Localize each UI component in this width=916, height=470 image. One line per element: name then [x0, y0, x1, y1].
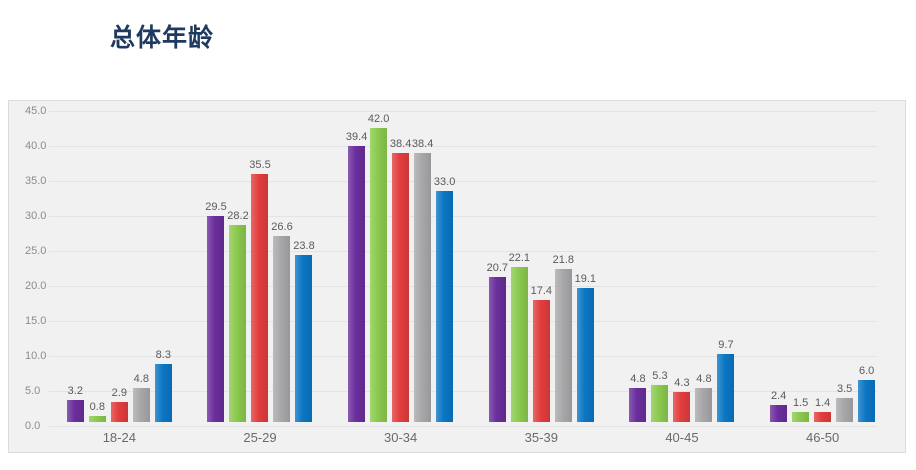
blue-bar[interactable]: 33.0 — [434, 176, 455, 422]
value-label: 33.0 — [433, 176, 456, 188]
y-axis-tick-label: 10.0 — [25, 350, 47, 362]
page-title: 总体年龄 — [110, 24, 215, 52]
blue-bar[interactable]: 6.0 — [858, 365, 876, 422]
green-bar[interactable]: 42.0 — [368, 113, 389, 422]
purple-bar[interactable]: 29.5 — [205, 201, 227, 422]
y-axis-tick-label: 30.0 — [25, 210, 47, 222]
x-axis-category-label: 40-45 — [665, 430, 699, 445]
value-label: 0.8 — [89, 401, 105, 414]
y-axis-tick-label: 0.0 — [25, 420, 41, 432]
value-label: 35.5 — [249, 158, 271, 171]
y-axis-tick-label: 15.0 — [25, 315, 47, 327]
value-label: 38.4 — [389, 138, 412, 151]
value-label: 17.4 — [530, 285, 553, 298]
gray-bar[interactable]: 21.8 — [553, 254, 574, 422]
x-axis-category-label: 35-39 — [524, 430, 558, 445]
value-label: 20.7 — [486, 262, 509, 275]
bar-groups: 3.2 0.8 2.9 4.8 8.3 18-24 29.5 28.2 35.5 26.6 23.8… — [49, 111, 893, 446]
bar-group-40-45: 4.8 5.3 4.3 4.8 9.7 40-45 — [629, 339, 735, 445]
gridline — [49, 146, 877, 147]
purple-bar[interactable]: 2.4 — [770, 390, 788, 422]
value-label: 2.9 — [111, 386, 127, 399]
value-label: 1.5 — [792, 396, 809, 409]
gray-bar[interactable]: 26.6 — [271, 221, 293, 422]
value-label: 42.0 — [367, 113, 390, 125]
value-label: 28.2 — [227, 209, 249, 222]
gridline — [49, 391, 877, 392]
y-axis-tick-label: 20.0 — [25, 280, 47, 292]
y-axis-tick-label: 5.0 — [25, 385, 41, 397]
value-label: 4.8 — [696, 373, 712, 386]
red-bar[interactable]: 4.3 — [673, 377, 691, 422]
value-label: 3.2 — [67, 384, 83, 397]
red-bar[interactable]: 2.9 — [110, 387, 128, 422]
value-label: 26.6 — [271, 220, 293, 233]
gray-bar[interactable]: 38.4 — [412, 138, 433, 422]
value-label: 4.8 — [133, 373, 149, 386]
value-label: 4.8 — [630, 373, 646, 386]
bar-group-46-50: 2.4 1.5 1.4 3.5 6.0 46-50 — [770, 365, 876, 445]
value-label: 29.5 — [205, 200, 227, 213]
blue-bar[interactable]: 19.1 — [575, 273, 596, 422]
value-label: 19.1 — [574, 273, 597, 286]
purple-bar[interactable]: 3.2 — [66, 385, 84, 422]
value-label: 22.1 — [508, 252, 531, 265]
green-bar[interactable]: 28.2 — [227, 210, 249, 422]
value-label: 8.3 — [155, 348, 171, 361]
bar-group-18-24: 3.2 0.8 2.9 4.8 8.3 18-24 — [66, 349, 172, 445]
gridline — [49, 321, 877, 322]
green-bar[interactable]: 1.5 — [792, 397, 810, 422]
blue-bar[interactable]: 23.8 — [293, 240, 315, 422]
gridline — [49, 356, 877, 357]
value-label: 38.4 — [411, 138, 434, 151]
purple-bar[interactable]: 39.4 — [346, 131, 367, 422]
gray-bar[interactable]: 3.5 — [836, 383, 854, 422]
value-label: 21.8 — [552, 254, 575, 267]
value-label: 2.4 — [770, 390, 787, 403]
bar-group-30-34: 39.4 42.0 38.4 38.4 33.0 30-34 — [346, 113, 455, 445]
x-axis-category-label: 18-24 — [102, 430, 136, 445]
y-axis-tick-label: 35.0 — [25, 175, 47, 187]
x-axis-category-label: 30-34 — [384, 430, 418, 445]
value-label: 23.8 — [293, 240, 315, 253]
y-axis-tick-label: 45.0 — [25, 105, 47, 117]
x-axis-category-label: 46-50 — [805, 430, 840, 445]
y-axis-tick-label: 40.0 — [25, 140, 47, 152]
gridline — [49, 286, 877, 287]
bar-group-35-39: 20.7 22.1 17.4 21.8 19.1 35-39 — [487, 252, 596, 445]
red-bar[interactable]: 35.5 — [249, 159, 271, 422]
gridline — [49, 426, 877, 427]
red-bar[interactable]: 17.4 — [531, 285, 552, 422]
gray-bar[interactable]: 4.8 — [695, 373, 713, 422]
value-label: 3.5 — [836, 382, 853, 395]
purple-bar[interactable]: 20.7 — [487, 262, 508, 422]
value-label: 9.7 — [718, 339, 734, 352]
blue-bar[interactable]: 8.3 — [154, 349, 172, 422]
x-axis-category-label: 25-29 — [243, 430, 277, 445]
age-bar-chart: 45.0 40.0 35.0 30.0 25.0 20.0 15.0 10.0 5.0 0.0 3… — [8, 100, 906, 453]
value-label: 6.0 — [858, 365, 875, 377]
blue-bar[interactable]: 9.7 — [717, 339, 735, 422]
green-bar[interactable]: 0.8 — [88, 401, 106, 422]
gridline — [49, 251, 877, 252]
gridline — [49, 181, 877, 182]
bar-group-25-29: 29.5 28.2 35.5 26.6 23.8 25-29 — [205, 159, 315, 446]
red-bar[interactable]: 38.4 — [390, 138, 411, 422]
gray-bar[interactable]: 4.8 — [132, 373, 150, 422]
green-bar[interactable]: 22.1 — [509, 252, 530, 422]
value-label: 5.3 — [652, 369, 668, 382]
y-axis-tick-label: 25.0 — [25, 245, 47, 257]
value-label: 1.4 — [814, 397, 831, 410]
gridline — [49, 111, 877, 112]
red-bar[interactable]: 1.4 — [814, 397, 832, 422]
value-label: 39.4 — [345, 131, 368, 144]
purple-bar[interactable]: 4.8 — [629, 373, 647, 422]
green-bar[interactable]: 5.3 — [651, 370, 669, 422]
value-label: 4.3 — [674, 376, 690, 389]
gridline — [49, 216, 877, 217]
